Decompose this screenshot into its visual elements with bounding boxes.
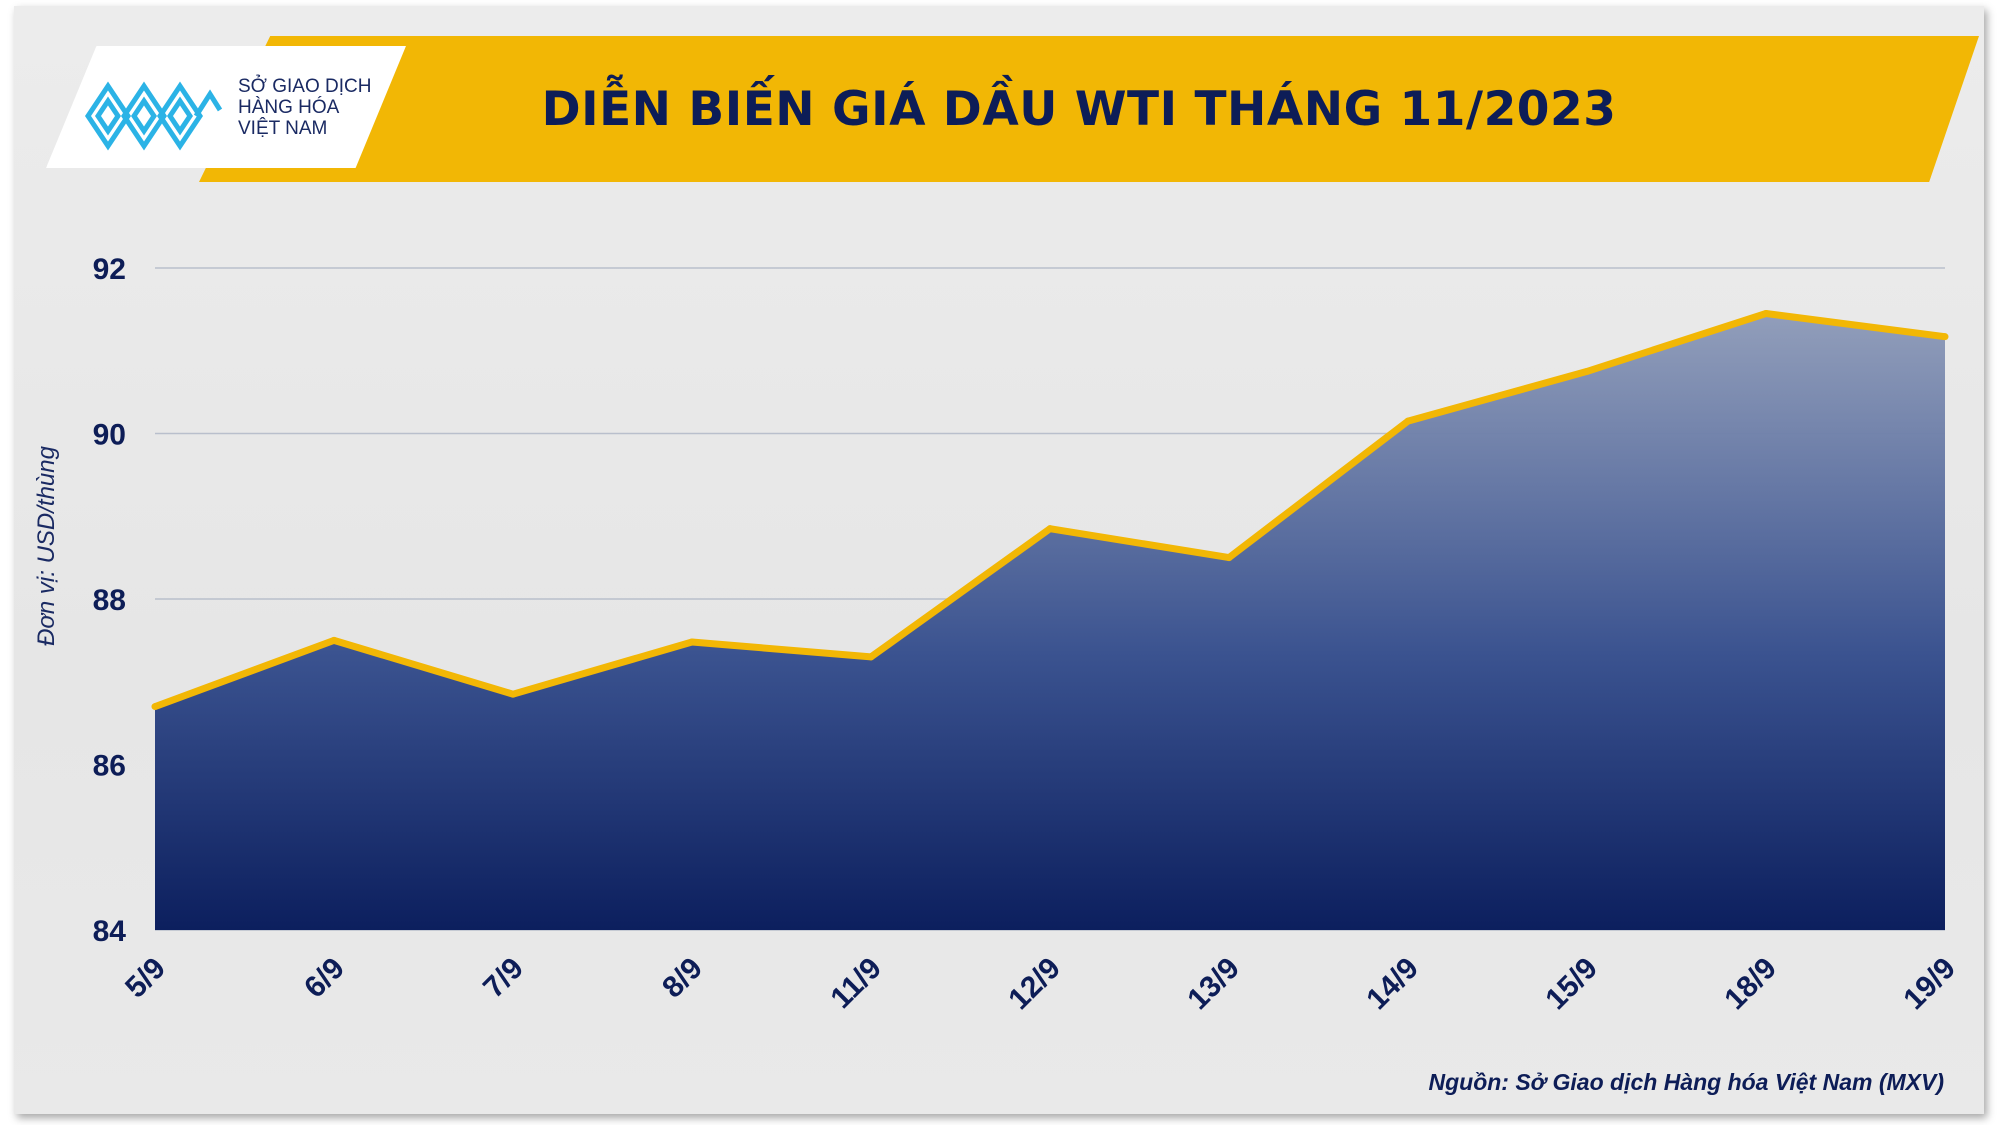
data-point-5-9 — [151, 703, 159, 711]
x-tick-label: 8/9 — [656, 952, 709, 1005]
data-point-14-9 — [1404, 417, 1412, 425]
x-tick-label: 13/9 — [1181, 952, 1246, 1017]
x-tick-label: 14/9 — [1360, 952, 1425, 1017]
x-tick-label: 18/9 — [1718, 952, 1783, 1017]
logo-text: SỞ GIAO DỊCH HÀNG HÓA VIỆT NAM — [238, 76, 371, 139]
y-tick-label: 92 — [93, 253, 126, 286]
source-note: Nguồn: Sở Giao dịch Hàng hóa Việt Nam (M… — [1428, 1069, 1944, 1095]
title-banner — [199, 36, 1979, 182]
x-tick-labels: 5/9 6/9 7/9 8/9 11/9 12/9 13/9 14/9 15/9 18/9 19/9 — [119, 952, 1962, 1017]
x-tick-label: 11/9 — [824, 952, 887, 1015]
y-tick-label: 86 — [93, 750, 126, 783]
chart-frame: DIỄN BIẾN GIÁ DẦU WTI THÁNG 11/2023 84 86… — [14, 6, 1984, 1114]
y-tick-label: 88 — [93, 584, 126, 617]
data-point-18-9 — [1762, 310, 1770, 318]
area-fill — [155, 313, 1945, 930]
data-point-6-9 — [330, 636, 338, 644]
x-tick-label: 5/9 — [119, 952, 172, 1005]
data-point-8-9 — [688, 638, 696, 646]
x-tick-label: 12/9 — [1002, 952, 1067, 1017]
logo-line-2: HÀNG HÓA — [238, 97, 340, 118]
data-point-19-9 — [1941, 333, 1949, 341]
data-point-13-9 — [1225, 554, 1233, 562]
mxv-logo-icon — [84, 81, 223, 151]
y-tick-labels: 84 86 88 90 92 — [93, 253, 127, 948]
logo-line-3: VIỆT NAM — [238, 118, 328, 139]
y-axis-label: Đơn vị: USD/thùng — [33, 445, 60, 646]
data-point-12-9 — [1046, 525, 1054, 533]
data-point-15-9 — [1583, 367, 1591, 375]
y-tick-label: 84 — [93, 915, 127, 948]
x-tick-label: 19/9 — [1897, 952, 1962, 1017]
y-tick-label: 90 — [93, 419, 126, 452]
x-tick-label: 15/9 — [1539, 952, 1604, 1017]
chart-canvas: 84 86 88 90 92 5/9 6/9 7/9 8/9 11/9 12/9 13/9 14/9 1… — [33, 253, 1962, 1017]
x-tick-label: 7/9 — [477, 952, 530, 1005]
logo-line-1: SỞ GIAO DỊCH — [238, 76, 372, 97]
chart-title: DIỄN BIẾN GIÁ DẦU WTI THÁNG 11/2023 — [541, 81, 1617, 137]
data-points — [151, 310, 1949, 711]
data-point-11-9 — [867, 653, 875, 661]
data-point-7-9 — [509, 690, 517, 698]
x-tick-label: 6/9 — [298, 952, 351, 1005]
